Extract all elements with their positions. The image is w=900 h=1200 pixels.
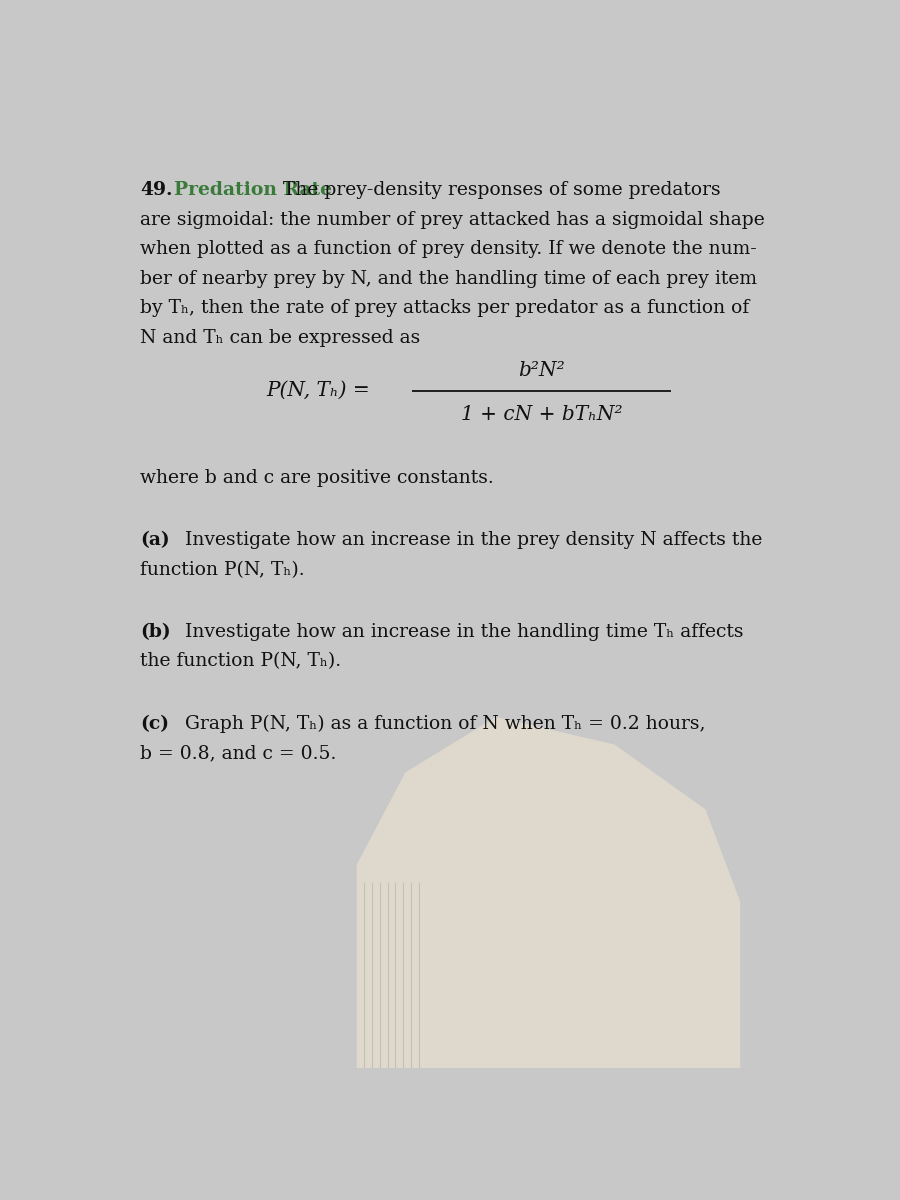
Text: 1 + cN + bTₕN²: 1 + cN + bTₕN²: [461, 406, 622, 425]
Text: b = 0.8, and c = 0.5.: b = 0.8, and c = 0.5.: [140, 744, 337, 762]
Text: when plotted as a function of prey density. If we denote the num-: when plotted as a function of prey densi…: [140, 240, 757, 258]
Text: Graph P(N, Tₕ) as a function of N when Tₕ = 0.2 hours,: Graph P(N, Tₕ) as a function of N when T…: [179, 715, 706, 733]
Text: (a): (a): [140, 532, 170, 550]
Text: b²N²: b²N²: [518, 361, 565, 380]
Text: Predation Rate: Predation Rate: [174, 181, 332, 199]
Text: by Tₕ, then the rate of prey attacks per predator as a function of: by Tₕ, then the rate of prey attacks per…: [140, 299, 750, 317]
Text: where b and c are positive constants.: where b and c are positive constants.: [140, 469, 494, 487]
Text: P(N, Tₕ) =: P(N, Tₕ) =: [266, 382, 370, 401]
Text: N and Tₕ can be expressed as: N and Tₕ can be expressed as: [140, 329, 420, 347]
Text: the function P(N, Tₕ).: the function P(N, Tₕ).: [140, 653, 341, 671]
Text: 49.: 49.: [140, 181, 173, 199]
Text: (b): (b): [140, 623, 171, 641]
Text: The prey-density responses of some predators: The prey-density responses of some preda…: [284, 181, 721, 199]
Text: function P(N, Tₕ).: function P(N, Tₕ).: [140, 560, 305, 578]
Text: ber of nearby prey by N, and the handling time of each prey item: ber of nearby prey by N, and the handlin…: [140, 270, 758, 288]
Polygon shape: [356, 716, 740, 1068]
Text: are sigmoidal: the number of prey attacked has a sigmoidal shape: are sigmoidal: the number of prey attack…: [140, 210, 765, 228]
Text: (c): (c): [140, 715, 169, 733]
Text: Investigate how an increase in the prey density N affects the: Investigate how an increase in the prey …: [179, 532, 762, 550]
Text: Investigate how an increase in the handling time Tₕ affects: Investigate how an increase in the handl…: [179, 623, 743, 641]
